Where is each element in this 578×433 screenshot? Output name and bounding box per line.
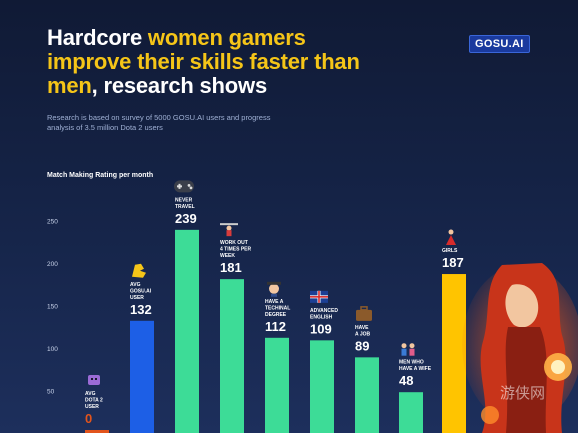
category-label: ADVANCED bbox=[310, 308, 338, 314]
flexed-biceps-icon bbox=[132, 263, 146, 278]
headline-highlight: women gamers improve their skills faster… bbox=[47, 25, 360, 98]
value-label: 181 bbox=[220, 260, 242, 275]
dancer-icon bbox=[446, 229, 456, 246]
bar bbox=[175, 229, 199, 433]
category-label: USER bbox=[85, 404, 99, 410]
category-label: MEN WHO bbox=[399, 360, 424, 366]
weightlifter-icon bbox=[220, 223, 238, 237]
value-label: 0 bbox=[85, 411, 92, 426]
y-tick-label: 50 bbox=[47, 389, 55, 396]
bar bbox=[442, 274, 466, 433]
category-label: WORK OUT bbox=[220, 240, 248, 246]
category-label: GOSU.AI bbox=[130, 288, 152, 294]
category-label: AVG bbox=[85, 391, 96, 397]
category-label: A JOB bbox=[355, 331, 370, 337]
bar bbox=[220, 279, 244, 433]
bar bbox=[310, 340, 334, 433]
bar bbox=[355, 357, 379, 433]
value-label: 187 bbox=[442, 255, 464, 270]
category-label: USER bbox=[130, 295, 144, 301]
headline: Hardcore women gamers improve their skil… bbox=[47, 26, 367, 98]
category-label: DOTA 2 bbox=[85, 398, 103, 404]
headline-part2: , research shows bbox=[91, 73, 268, 98]
brand-logo[interactable]: GOSU.AI bbox=[469, 35, 530, 53]
y-tick-label: 250 bbox=[47, 219, 58, 226]
category-label: HAVE bbox=[355, 325, 369, 331]
y-tick-label: 150 bbox=[47, 304, 58, 311]
bug-icon bbox=[88, 375, 100, 385]
category-label: ENGLISH bbox=[310, 314, 333, 320]
watermark: 游侠网 bbox=[500, 384, 546, 402]
category-label: 4 TIMES PER bbox=[220, 247, 252, 253]
category-label: HAVE A bbox=[265, 299, 284, 305]
value-label: 109 bbox=[310, 321, 332, 336]
bar bbox=[399, 392, 423, 433]
category-label: WEEK bbox=[220, 253, 235, 259]
category-label: GIRLS bbox=[442, 248, 458, 254]
subtitle: Research is based on survey of 5000 GOSU… bbox=[47, 113, 271, 132]
category-label: NEVER bbox=[175, 197, 193, 203]
value-label: 239 bbox=[175, 211, 197, 226]
y-axis-title: Match Making Rating per month bbox=[47, 172, 154, 179]
category-label: TRAVEL bbox=[175, 204, 195, 210]
category-label: HAVE A WIFE bbox=[399, 366, 432, 372]
category-label: AVG bbox=[130, 282, 141, 288]
gamepad-icon bbox=[174, 180, 194, 193]
value-label: 132 bbox=[130, 302, 152, 317]
headline-part1: Hardcore bbox=[47, 25, 148, 50]
value-label: 112 bbox=[265, 319, 286, 334]
value-label: 89 bbox=[355, 338, 369, 353]
y-tick-label: 200 bbox=[47, 261, 58, 268]
category-label: DEGREE bbox=[265, 312, 287, 318]
category-label: TECHINAL bbox=[265, 305, 290, 311]
bar bbox=[130, 320, 154, 433]
uk-flag-icon bbox=[310, 290, 328, 303]
y-tick-label: 100 bbox=[47, 346, 58, 353]
student-icon bbox=[267, 281, 281, 297]
hero-character-illustration bbox=[462, 263, 578, 433]
bar bbox=[85, 430, 109, 433]
value-label: 48 bbox=[399, 373, 413, 388]
briefcase-icon bbox=[356, 306, 372, 321]
bar bbox=[265, 337, 289, 433]
couple-icon bbox=[401, 343, 415, 356]
